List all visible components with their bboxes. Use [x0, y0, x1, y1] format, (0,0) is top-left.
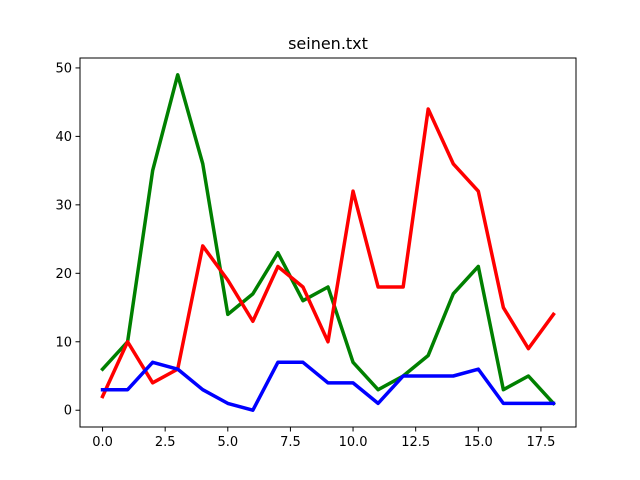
y-tick-label: 50: [55, 61, 72, 76]
y-axis: 0 10 20 30 40 50: [55, 61, 80, 419]
y-tick-label: 10: [55, 335, 72, 350]
x-tick-label: 17.5: [526, 435, 555, 450]
x-tick-label: 15.0: [464, 435, 493, 450]
x-tick-label: 7.5: [280, 435, 301, 450]
x-tick-label: 5.0: [217, 435, 238, 450]
x-tick-label: 0.0: [92, 435, 113, 450]
plot-frame: [79, 57, 577, 428]
y-tick-label: 20: [55, 267, 72, 282]
x-tick-label: 2.5: [155, 435, 176, 450]
x-tick-label: 12.5: [401, 435, 430, 450]
series-layer: [100, 73, 556, 412]
y-tick-label: 0: [64, 404, 72, 419]
x-axis: 0.0 2.5 5.0 7.5 10.0 12.5 15.0 17.5: [92, 427, 555, 450]
chart-title: seinen.txt: [288, 34, 368, 53]
x-tick-label: 10.0: [339, 435, 368, 450]
y-tick-label: 40: [55, 130, 72, 145]
y-tick-label: 30: [55, 198, 72, 213]
